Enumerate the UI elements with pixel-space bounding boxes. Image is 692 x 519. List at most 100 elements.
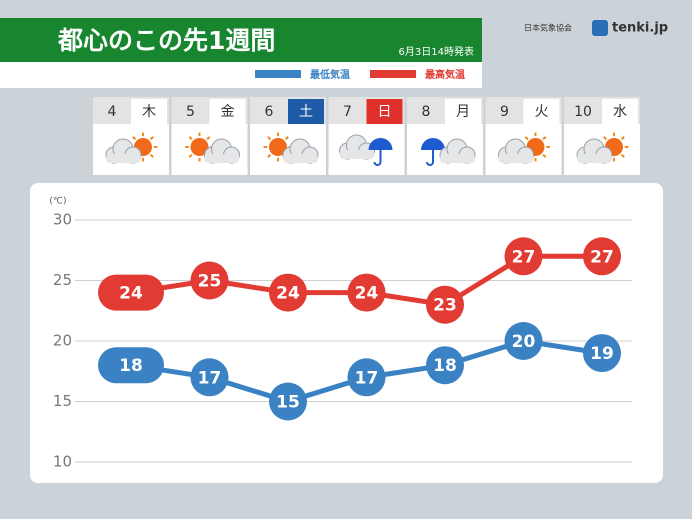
sun-ray: [132, 136, 137, 141]
cloud-base: [577, 154, 612, 163]
issued: 6月3日14時発表: [399, 45, 474, 58]
legend-label: 最高気温: [425, 68, 465, 81]
value-label: 17: [355, 368, 379, 388]
brand: tenki.jp: [612, 21, 668, 36]
day-number: 7: [343, 104, 352, 120]
point-marker: [426, 285, 464, 324]
source: 日本気象協会: [524, 23, 572, 33]
point-marker: [190, 261, 229, 300]
day-number: 6: [265, 104, 274, 120]
chart-title: 都心のこの先1週間: [57, 26, 275, 55]
value-label: 24: [276, 284, 300, 304]
point-marker: [504, 322, 543, 360]
sun-ray: [267, 136, 272, 141]
plot-panel: [30, 183, 663, 483]
y-unit: (℃): [49, 197, 66, 207]
sun-disc: [190, 138, 209, 156]
cloud-icon: [282, 138, 319, 164]
value-label: 17: [198, 368, 222, 388]
value-label: 24: [119, 284, 143, 304]
sun-ray: [542, 153, 547, 158]
value-label: 19: [590, 344, 614, 364]
cloud-icon: [498, 138, 534, 164]
sun-ray: [267, 153, 272, 158]
weekday-box: [209, 99, 246, 124]
sun-icon: [185, 132, 214, 162]
weekday: 月: [456, 104, 470, 120]
weekday-box: [445, 99, 481, 124]
sun-ray: [524, 136, 529, 141]
value-label: 25: [198, 272, 222, 292]
weekday-box: [131, 99, 167, 124]
weekday: 水: [613, 104, 627, 120]
sun-ray: [620, 136, 625, 141]
day-number: 4: [108, 104, 117, 120]
title-bar: [0, 18, 482, 62]
value-label: 27: [590, 247, 614, 267]
sun-ray: [149, 136, 154, 141]
point-marker: [190, 358, 229, 397]
sun-ray: [206, 136, 211, 141]
cloud-icon: [204, 138, 240, 164]
umbrella-icon: [368, 138, 393, 150]
weekday: 日: [378, 104, 392, 120]
sun-ray: [284, 136, 289, 141]
y-tick-label: 15: [53, 392, 72, 410]
cloud-icon: [576, 138, 613, 164]
umbrella-handle: [426, 150, 434, 166]
point-marker: [347, 273, 386, 312]
sun-disc: [269, 138, 287, 156]
day-number: 5: [186, 104, 195, 120]
sun-ray: [620, 153, 625, 158]
legend-swatch: [255, 70, 301, 78]
weekday-box: [288, 99, 324, 124]
y-tick-label: 10: [53, 453, 72, 471]
value-label: 18: [119, 356, 143, 376]
sun-ray: [188, 136, 193, 141]
sun-ray: [603, 136, 608, 141]
brand-icon: [592, 20, 608, 36]
weekday-box: [602, 99, 638, 124]
cloud-base: [106, 154, 141, 163]
cloud-base: [283, 154, 318, 163]
cloud-icon: [439, 138, 476, 164]
weekday: 土: [299, 104, 313, 120]
point-marker: [583, 237, 621, 276]
sun-ray: [188, 153, 193, 158]
point-marker: [426, 346, 464, 385]
y-tick-label: 30: [53, 211, 72, 229]
weekday: 金: [221, 104, 235, 120]
day-number: 8: [422, 104, 431, 120]
point-marker: [504, 237, 543, 276]
cloud-base: [498, 154, 534, 163]
value-label: 15: [276, 393, 300, 413]
point-marker: [98, 274, 164, 311]
cloud-base: [440, 154, 475, 163]
cloud-base: [204, 154, 240, 163]
sun-ray: [542, 136, 547, 141]
sun-ray: [149, 153, 154, 158]
point-marker: [98, 347, 164, 384]
umbrella-icon: [421, 138, 445, 150]
y-tick-label: 20: [53, 332, 72, 350]
day-number: 9: [500, 104, 509, 120]
value-label: 24: [355, 284, 379, 304]
weekday: 木: [142, 104, 156, 120]
weekday: 火: [535, 104, 549, 120]
point-marker: [347, 358, 386, 397]
cloud-base: [339, 150, 375, 159]
legend-swatch: [370, 70, 416, 78]
weekday-box: [523, 99, 560, 124]
value-label: 27: [512, 247, 536, 267]
value-label: 18: [433, 356, 457, 376]
point-marker: [269, 273, 307, 312]
legend-label: 最低気温: [310, 68, 350, 81]
weekday-box: [366, 99, 403, 124]
value-label: 23: [433, 296, 457, 316]
day-number: 10: [574, 104, 592, 120]
cloud-icon: [339, 134, 375, 160]
value-label: 20: [512, 332, 536, 352]
y-tick-label: 25: [53, 271, 72, 289]
umbrella-handle: [373, 150, 382, 166]
